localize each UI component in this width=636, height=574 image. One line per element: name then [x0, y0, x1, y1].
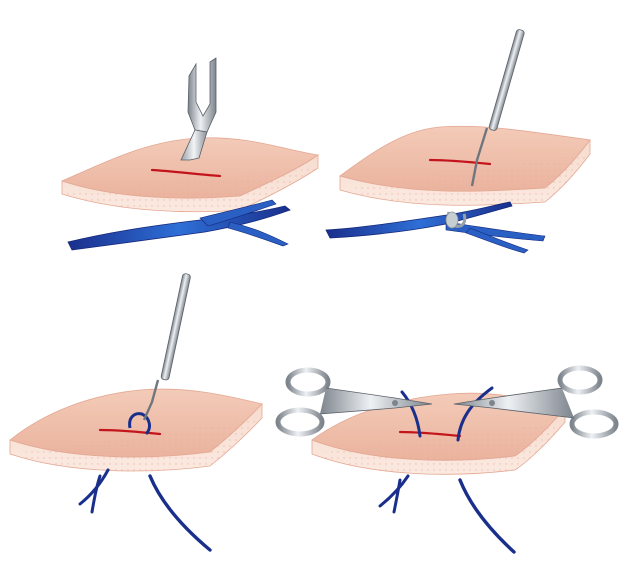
panel-2-hook	[325, 29, 591, 254]
vein-2	[325, 201, 546, 254]
scissors-icon	[275, 367, 433, 437]
hook-probe-icon	[142, 273, 191, 421]
incision-4	[398, 430, 462, 438]
vein-1	[67, 199, 291, 251]
skin-slab-1	[60, 137, 320, 213]
incision-1	[150, 168, 222, 178]
skin-slab-2	[339, 125, 591, 206]
hook-probe-icon	[445, 29, 525, 229]
panel-3-extraction	[9, 273, 263, 552]
vein-3	[78, 412, 212, 552]
scissors-icon	[453, 365, 619, 439]
panel-4-division	[275, 365, 619, 554]
scalpel-icon	[180, 57, 217, 161]
panel-1-incision	[60, 57, 320, 251]
skin-slab-3	[9, 388, 263, 472]
skin-slab-4	[311, 392, 566, 475]
incision-2	[428, 158, 492, 166]
vein-4	[378, 386, 516, 554]
incision-3	[98, 428, 162, 436]
